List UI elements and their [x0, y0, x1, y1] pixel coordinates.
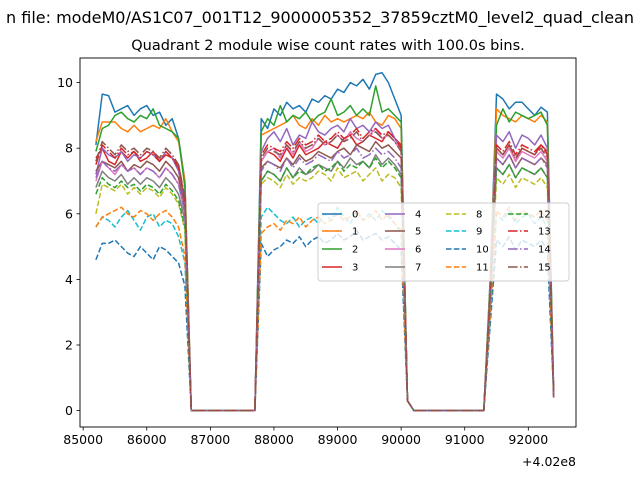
- legend-label-11: 11: [476, 263, 489, 274]
- legend-label-0: 0: [352, 210, 358, 221]
- x-tick-label: 91000: [445, 432, 485, 447]
- legend-label-10: 10: [476, 245, 489, 256]
- series-line-15: [95, 131, 555, 412]
- y-tick-label: 2: [65, 338, 73, 353]
- x-tick-label: 88000: [254, 432, 294, 447]
- legend-label-12: 12: [538, 210, 551, 221]
- x-tick-label: 92000: [508, 432, 548, 447]
- legend-label-9: 9: [476, 227, 482, 238]
- legend-label-14: 14: [538, 245, 551, 256]
- legend-label-4: 4: [415, 210, 421, 221]
- x-axis: 85000 86000 87000 88000 89000 90000 91000 92000: [63, 427, 548, 447]
- x-tick-label: 85000: [63, 432, 103, 447]
- legend-label-3: 3: [352, 263, 358, 274]
- y-tick-label: 4: [65, 272, 73, 287]
- legend-label-5: 5: [415, 227, 421, 238]
- y-axis: 0 2 4 6 8 10: [57, 75, 80, 418]
- legend-label-1: 1: [352, 227, 358, 238]
- legend-frame: [317, 202, 570, 282]
- legend-label-8: 8: [476, 210, 482, 221]
- x-offset-label: +4.02e8: [522, 454, 576, 469]
- x-tick-label: 90000: [381, 432, 421, 447]
- legend-label-2: 2: [352, 245, 358, 256]
- y-tick-label: 10: [57, 75, 73, 90]
- legend-label-7: 7: [415, 263, 421, 274]
- y-tick-label: 0: [65, 403, 73, 418]
- plot-frame: [79, 57, 577, 428]
- x-tick-label: 89000: [318, 432, 358, 447]
- legend-label-13: 13: [538, 227, 551, 238]
- figure-suptitle: n file: modeM0/AS1C07_001T12_9000005352_…: [6, 8, 634, 28]
- x-tick-label: 87000: [190, 432, 230, 447]
- legend-label-15: 15: [538, 263, 551, 274]
- legend-label-6: 6: [415, 245, 421, 256]
- y-tick-label: 6: [65, 206, 73, 221]
- y-tick-label: 8: [65, 141, 73, 156]
- chart-title: Quadrant 2 module wise count rates with …: [131, 38, 525, 54]
- x-tick-label: 86000: [127, 432, 167, 447]
